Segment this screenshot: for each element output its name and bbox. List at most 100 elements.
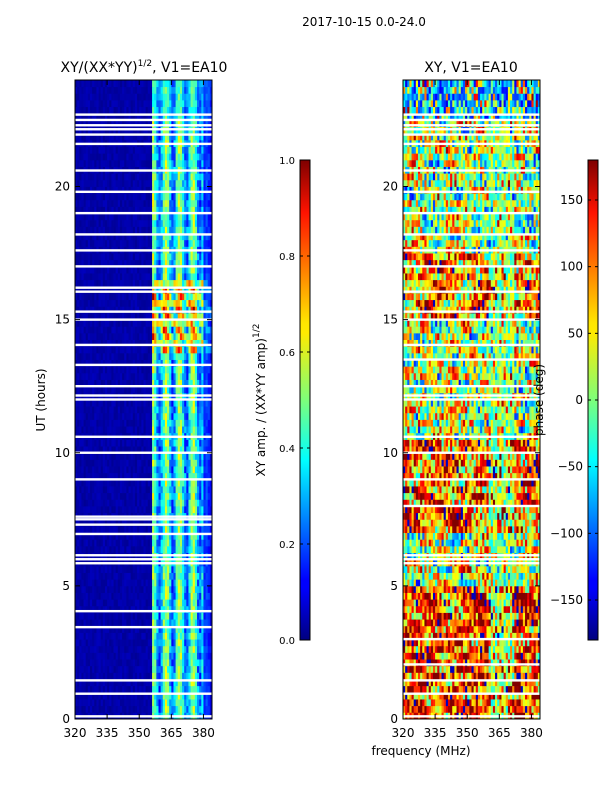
heatmap-cell [201,679,204,687]
heatmap-cell [102,532,106,540]
heatmap-cell [122,486,125,494]
heatmap-cell [85,612,89,620]
heatmap-cell [194,572,198,580]
heatmap-cell [115,492,119,500]
heatmap-cell [188,672,191,680]
heatmap-cell [104,339,108,347]
heatmap-cell [145,652,149,660]
heatmap-cell [87,259,91,267]
heatmap-cell [119,213,123,221]
heatmap-cell [100,259,104,267]
heatmap-cell [126,499,129,507]
heatmap-cell [102,665,106,673]
heatmap-cell [128,572,132,580]
heatmap-cell [117,426,121,434]
heatmap-cell [119,293,123,301]
heatmap-cell [182,426,185,434]
heatmap-cell [117,459,121,467]
heatmap-cell [85,486,89,494]
heatmap-cell [186,306,189,314]
heatmap-cell [109,372,112,380]
heatmap-cell [177,605,181,613]
heatmap-cell [81,346,84,354]
heatmap-cell [171,439,174,447]
heatmap-cell [164,506,168,514]
heatmap-cell [209,339,213,347]
heatmap-cell [209,679,213,687]
heatmap-cell [167,459,170,467]
heatmap-cell [154,326,157,334]
heatmap-cell [77,332,80,340]
heatmap-cell [167,199,170,207]
heatmap-cell [134,592,138,600]
heatmap-cell [197,219,200,227]
heatmap-cell [141,379,144,387]
heatmap-cell [145,359,149,367]
heatmap-cell [203,519,206,527]
heatmap-cell [139,359,142,367]
heatmap-cell [94,685,97,693]
heatmap-cell [128,659,132,667]
heatmap-cell [199,386,202,394]
heatmap-cell [132,692,136,700]
heatmap-cell [77,319,80,327]
heatmap-cell [190,266,194,274]
heatmap-cell [94,253,97,261]
heatmap-cell [147,545,151,553]
heatmap-cell [188,352,191,360]
heatmap-cell [145,379,149,387]
heatmap-cell [75,532,78,540]
heatmap-cell [199,632,202,640]
heatmap-cell [77,279,80,287]
heatmap-cell [111,625,114,633]
heatmap-cell [92,253,95,261]
heatmap-cell [94,632,97,640]
heatmap-cell [141,406,144,414]
heatmap-cell [85,532,89,540]
heatmap-cell [89,685,93,693]
heatmap-cell [122,599,125,607]
heatmap-cell [173,219,177,227]
heatmap-cell [149,446,153,454]
heatmap-cell [83,253,87,261]
heatmap-cell [89,233,93,241]
heatmap-cell [85,219,89,227]
heatmap-cell [100,585,104,593]
heatmap-cell [85,406,89,414]
heatmap-cell [130,273,134,281]
heatmap-cell [143,426,147,434]
heatmap-cell [128,479,132,487]
heatmap-cell [115,452,119,460]
heatmap-cell [87,486,91,494]
heatmap-cell [171,412,174,420]
heatmap-cell [182,459,185,467]
heatmap-cell [154,632,157,640]
heatmap-cell [75,459,78,467]
heatmap-cell [109,639,112,647]
heatmap-cell [107,619,110,627]
heatmap-cell [107,206,110,214]
heatmap-cell [177,366,181,374]
heatmap-cell [182,259,185,267]
heatmap-cell [209,206,213,214]
heatmap-cell [147,506,151,514]
heatmap-cell [102,253,106,261]
heatmap-cell [134,332,138,340]
heatmap-cell [79,645,82,653]
heatmap-cell [188,705,191,713]
heatmap-cell [156,439,159,447]
heatmap-cell [143,665,147,673]
heatmap-cell [167,532,170,540]
heatmap-cell [100,539,104,547]
heatmap-cell [207,672,211,680]
heatmap-cell [199,239,202,247]
heatmap-cell [102,519,106,527]
heatmap-cell [164,605,168,613]
heatmap-cell [128,372,132,380]
heatmap-cell [203,506,206,514]
heatmap-cell [171,299,174,307]
heatmap-cell [186,352,189,360]
heatmap-cell [190,319,194,327]
heatmap-cell [154,293,157,301]
heatmap-cell [87,239,91,247]
